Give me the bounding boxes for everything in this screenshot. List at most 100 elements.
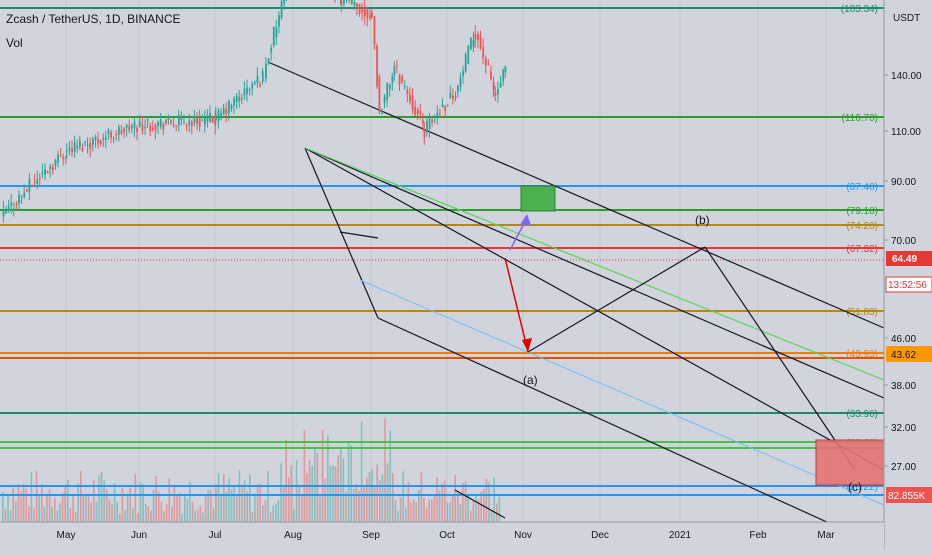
volume-bar xyxy=(33,509,35,522)
candle-body xyxy=(485,58,487,65)
candle-body xyxy=(439,114,441,115)
volume-bar xyxy=(15,501,17,522)
candle-body xyxy=(281,1,283,18)
candle-body xyxy=(244,89,246,96)
candle-body xyxy=(265,64,267,79)
candle-body xyxy=(108,131,110,134)
candle-body xyxy=(341,0,343,5)
volume-bar xyxy=(127,493,129,522)
candle-body xyxy=(178,115,180,125)
candle-body xyxy=(26,190,28,192)
volume-bar xyxy=(304,430,306,522)
volume-bar xyxy=(31,472,33,522)
volume-bar xyxy=(18,484,20,522)
volume-bar xyxy=(306,473,308,522)
volume-bar xyxy=(421,472,423,522)
volume-bar xyxy=(317,453,319,522)
candle-body xyxy=(60,156,62,157)
price-tick-label: 38.00 xyxy=(891,381,916,392)
candle-body xyxy=(131,125,133,127)
volume-bar xyxy=(119,514,121,522)
volume-bar xyxy=(2,492,4,522)
level-value-label: (74.20) xyxy=(846,221,878,232)
price-tick-label: 70.00 xyxy=(891,236,916,247)
target-zone-box[interactable] xyxy=(521,186,555,211)
volume-bar xyxy=(36,471,38,522)
volume-bar xyxy=(319,496,321,522)
candle-body xyxy=(134,121,136,128)
candle-body xyxy=(493,82,495,91)
volume-bar xyxy=(454,475,456,522)
volume-bar xyxy=(272,506,274,522)
candle-body xyxy=(79,141,81,146)
candle-body xyxy=(434,116,436,118)
symbol-title: Zcash / TetherUS, 1D, BINANCE xyxy=(6,12,181,26)
last-price-badge-label: 64.49 xyxy=(892,254,917,265)
candle-body xyxy=(241,98,243,99)
candle-body xyxy=(231,105,233,108)
volume-bar xyxy=(54,498,56,522)
candle-body xyxy=(66,150,68,151)
candle-body xyxy=(225,109,227,114)
candle-body xyxy=(497,89,499,95)
candle-body xyxy=(246,88,248,95)
candle-body xyxy=(92,139,94,145)
candle-body xyxy=(455,96,457,98)
candle-body xyxy=(386,83,388,99)
volume-bar xyxy=(122,488,124,522)
time-tick-label: Dec xyxy=(591,530,609,541)
volume-bar xyxy=(51,507,53,522)
volume-bar xyxy=(10,510,12,522)
volume-bar xyxy=(491,510,493,522)
candle-body xyxy=(69,148,71,150)
volume-bar xyxy=(226,492,228,522)
candle-body xyxy=(396,66,398,67)
candle-body xyxy=(201,120,203,121)
volume-bar xyxy=(158,492,160,522)
volume-bar xyxy=(189,482,191,522)
candle-body xyxy=(181,117,183,120)
volume-bar xyxy=(488,482,490,522)
wave-a-label: (a) xyxy=(523,373,538,387)
volume-bar xyxy=(350,445,352,522)
volume-bar xyxy=(249,474,251,522)
volume-bar xyxy=(145,504,147,522)
candle-body xyxy=(8,206,10,210)
candle-body xyxy=(57,154,59,162)
candle-body xyxy=(450,93,452,98)
volume-bar xyxy=(254,493,256,522)
volume-bar xyxy=(441,484,443,522)
volume-bar xyxy=(72,494,74,522)
level-price-badge-label: 43.62 xyxy=(891,350,916,361)
wave-c-label: (c) xyxy=(848,480,862,494)
candle-body xyxy=(500,83,502,87)
demand-zone-box[interactable] xyxy=(816,440,884,485)
candle-body xyxy=(414,107,416,116)
candle-body xyxy=(359,4,361,14)
volume-bar xyxy=(129,488,131,522)
candle-body xyxy=(488,64,490,66)
candle-body xyxy=(442,105,444,107)
volume-bar xyxy=(215,484,217,522)
candle-body xyxy=(364,7,366,16)
volume-bar xyxy=(447,503,449,522)
candle-body xyxy=(102,138,104,140)
candle-body xyxy=(100,141,102,144)
candle-body xyxy=(457,86,459,92)
volume-bar xyxy=(88,494,90,522)
volume-bar xyxy=(28,506,30,522)
wave-b-label: (b) xyxy=(695,213,710,227)
candle-body xyxy=(3,209,5,215)
candle-body xyxy=(123,129,125,132)
candle-body xyxy=(376,46,378,87)
candle-body xyxy=(389,85,391,89)
volume-bar xyxy=(257,484,259,522)
volume-bar xyxy=(387,463,389,522)
candle-body xyxy=(175,126,177,127)
candle-body xyxy=(384,97,386,103)
candle-body xyxy=(407,90,409,94)
volume-bar xyxy=(202,513,204,522)
